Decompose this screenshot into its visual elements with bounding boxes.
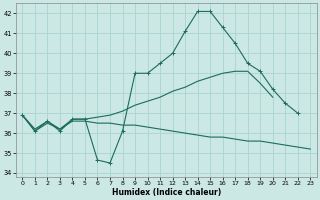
X-axis label: Humidex (Indice chaleur): Humidex (Indice chaleur) <box>112 188 221 197</box>
